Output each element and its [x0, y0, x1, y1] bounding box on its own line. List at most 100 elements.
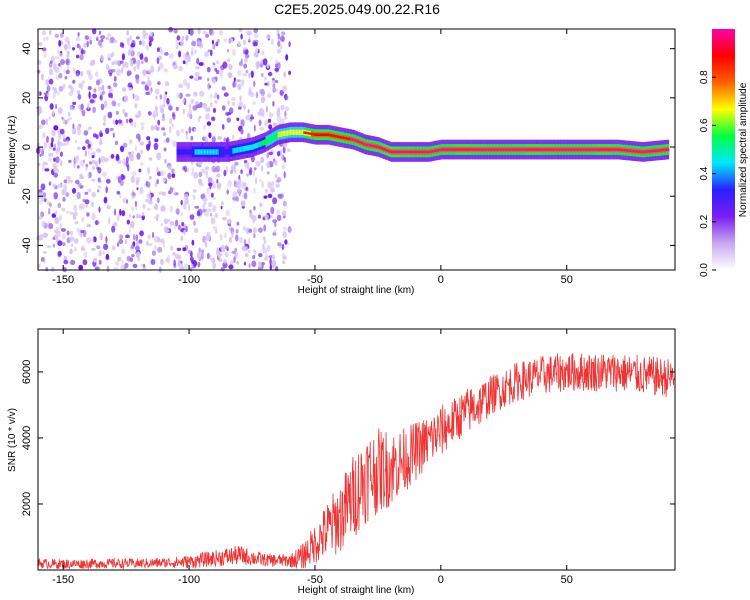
noise-speckle — [103, 100, 108, 108]
ridge-peak — [573, 148, 576, 151]
noise-speckle — [175, 208, 180, 215]
x-tick-label: -50 — [307, 574, 323, 586]
noise-speckle — [264, 189, 269, 194]
ridge-peak — [490, 148, 493, 151]
noise-speckle — [167, 254, 170, 261]
noise-speckle — [57, 202, 62, 209]
noise-speckle — [231, 250, 237, 254]
noise-speckle — [206, 66, 211, 73]
noise-speckle — [86, 40, 89, 48]
noise-speckle — [236, 221, 240, 226]
heatmap-x-axis: -150 -100 -50 0 50 — [52, 29, 573, 286]
noise-speckle — [148, 176, 152, 180]
ridge-peak — [540, 148, 543, 151]
noise-speckle — [281, 243, 285, 251]
noise-speckle — [218, 30, 223, 36]
noise-speckle — [237, 41, 241, 47]
noise-speckle — [233, 256, 236, 264]
noise-speckle — [183, 263, 189, 271]
noise-speckle — [122, 87, 127, 92]
ridge-peak — [551, 148, 553, 151]
ridge-core — [205, 149, 207, 155]
noise-speckle — [139, 141, 145, 146]
snr-x-axis: -150 -100 -50 0 50 — [52, 329, 573, 586]
noise-speckle — [152, 231, 155, 239]
noise-speckle — [59, 222, 63, 230]
noise-speckle — [255, 160, 261, 167]
noise-speckle — [168, 53, 174, 59]
noise-speckle — [76, 128, 82, 136]
noise-speckle — [130, 122, 134, 127]
ridge-peak — [591, 148, 594, 151]
noise-speckle — [109, 127, 114, 131]
noise-speckle — [212, 62, 216, 66]
noise-speckle — [146, 80, 152, 87]
noise-speckle — [102, 90, 106, 95]
noise-speckle — [285, 54, 289, 61]
noise-speckle — [69, 104, 73, 109]
noise-speckle — [99, 232, 103, 240]
noise-speckle — [69, 211, 75, 215]
heatmap-y-axis: -40 -20 0 20 40 — [21, 43, 675, 253]
noise-speckle — [99, 139, 103, 146]
noise-speckle — [240, 169, 243, 175]
x-tick-label: 0 — [438, 574, 444, 586]
noise-speckle — [124, 238, 128, 245]
noise-speckle — [276, 150, 281, 157]
noise-speckle — [276, 177, 282, 183]
noise-speckle — [67, 111, 71, 117]
ridge-peak — [421, 150, 423, 154]
noise-speckle — [122, 108, 126, 114]
ridge-peak — [342, 136, 345, 139]
noise-speckle — [136, 213, 139, 219]
noise-speckle — [191, 166, 194, 174]
noise-speckle — [211, 40, 214, 45]
ridge-core — [212, 149, 215, 155]
noise-speckle — [282, 260, 286, 265]
noise-speckle — [109, 72, 113, 77]
noise-speckle — [162, 177, 166, 182]
ridge-core — [188, 149, 191, 155]
noise-speckle — [77, 93, 82, 100]
ridge-peak — [354, 139, 357, 142]
noise-speckle — [276, 88, 279, 92]
ridge-peak — [407, 150, 410, 154]
noise-speckle — [111, 245, 116, 251]
noise-speckle — [156, 111, 159, 117]
ridge-core — [271, 135, 274, 141]
ridge-peak — [534, 148, 537, 151]
ridge-peak — [307, 132, 310, 135]
noise-speckle — [136, 187, 139, 191]
noise-speckle — [91, 247, 96, 251]
noise-speckle — [46, 135, 49, 143]
ridge-peak — [517, 148, 520, 151]
ridge-peak — [614, 148, 617, 151]
noise-speckle — [260, 156, 265, 164]
noise-speckle — [106, 265, 110, 273]
ridge-peak — [539, 148, 541, 151]
noise-speckle — [249, 92, 255, 98]
noise-speckle — [145, 91, 150, 95]
noise-speckle — [270, 187, 275, 193]
noise-speckle — [262, 236, 266, 241]
ridge-peak — [504, 148, 507, 151]
noise-speckle — [65, 210, 70, 214]
noise-speckle — [235, 79, 238, 83]
noise-speckle — [135, 74, 140, 80]
ridge-peak — [557, 148, 559, 151]
ridge-peak — [662, 148, 665, 152]
noise-speckle — [283, 116, 288, 120]
ridge-core — [215, 149, 218, 155]
noise-speckle — [135, 133, 141, 140]
noise-speckle — [115, 110, 119, 115]
ridge-peak — [386, 149, 389, 152]
noise-speckle — [119, 192, 122, 199]
noise-speckle — [163, 68, 168, 73]
ridge-peak — [499, 148, 502, 151]
ridge-peak — [486, 148, 488, 151]
noise-speckle — [113, 208, 117, 216]
noise-speckle — [170, 245, 174, 251]
noise-speckle — [206, 231, 211, 236]
ridge-peak — [625, 149, 627, 152]
ridge-peak — [306, 131, 309, 135]
